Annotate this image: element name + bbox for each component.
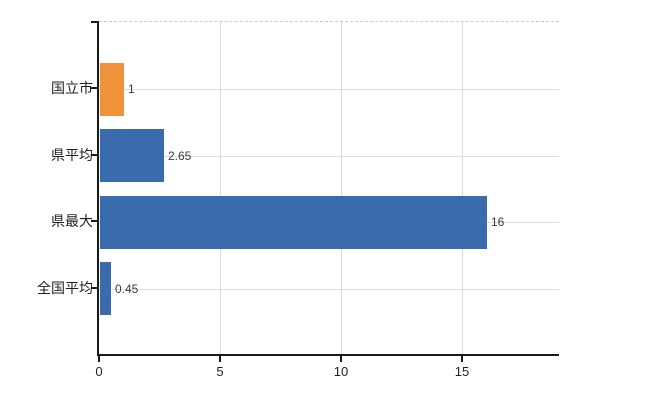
x-tick-label-0: 0 xyxy=(95,364,103,379)
bar-value-label: 2.65 xyxy=(168,149,192,163)
y-tick-label-県平均: 県平均 xyxy=(51,147,93,163)
y-tick-label-県最大: 県最大 xyxy=(51,213,93,229)
x-tick-mark xyxy=(340,356,342,362)
bar-value-label: 0.45 xyxy=(115,282,139,296)
y-tick-mark xyxy=(91,154,97,156)
bar-県平均 xyxy=(100,129,164,182)
bar-県最大 xyxy=(100,196,487,249)
vertical-gridline xyxy=(341,22,342,355)
y-tick-mark xyxy=(91,287,97,289)
y-tick-mark xyxy=(91,220,97,222)
x-tick-label-15: 15 xyxy=(454,364,470,379)
y-tick-mark xyxy=(91,87,97,89)
x-tick-label-5: 5 xyxy=(216,364,224,379)
bar-value-label: 1 xyxy=(128,82,135,96)
y-axis-line xyxy=(97,21,99,355)
bar-国立市 xyxy=(100,63,124,116)
horizontal-gridline xyxy=(99,289,559,290)
bar-全国平均 xyxy=(100,262,111,315)
y-axis-end-tick xyxy=(91,21,97,23)
vertical-gridline xyxy=(220,22,221,355)
x-tick-mark xyxy=(219,356,221,362)
vertical-gridline xyxy=(462,22,463,355)
x-tick-mark xyxy=(461,356,463,362)
x-tick-mark xyxy=(98,356,100,362)
y-tick-label-全国平均: 全国平均 xyxy=(37,280,93,296)
x-axis-line xyxy=(97,354,559,356)
plot-area: 1 2.65 16 0.45 xyxy=(99,21,559,355)
x-tick-label-10: 10 xyxy=(333,364,349,379)
horizontal-gridline xyxy=(99,89,559,90)
horizontal-gridline xyxy=(99,156,559,157)
bar-value-label: 16 xyxy=(491,215,505,229)
y-tick-label-国立市: 国立市 xyxy=(51,80,93,96)
